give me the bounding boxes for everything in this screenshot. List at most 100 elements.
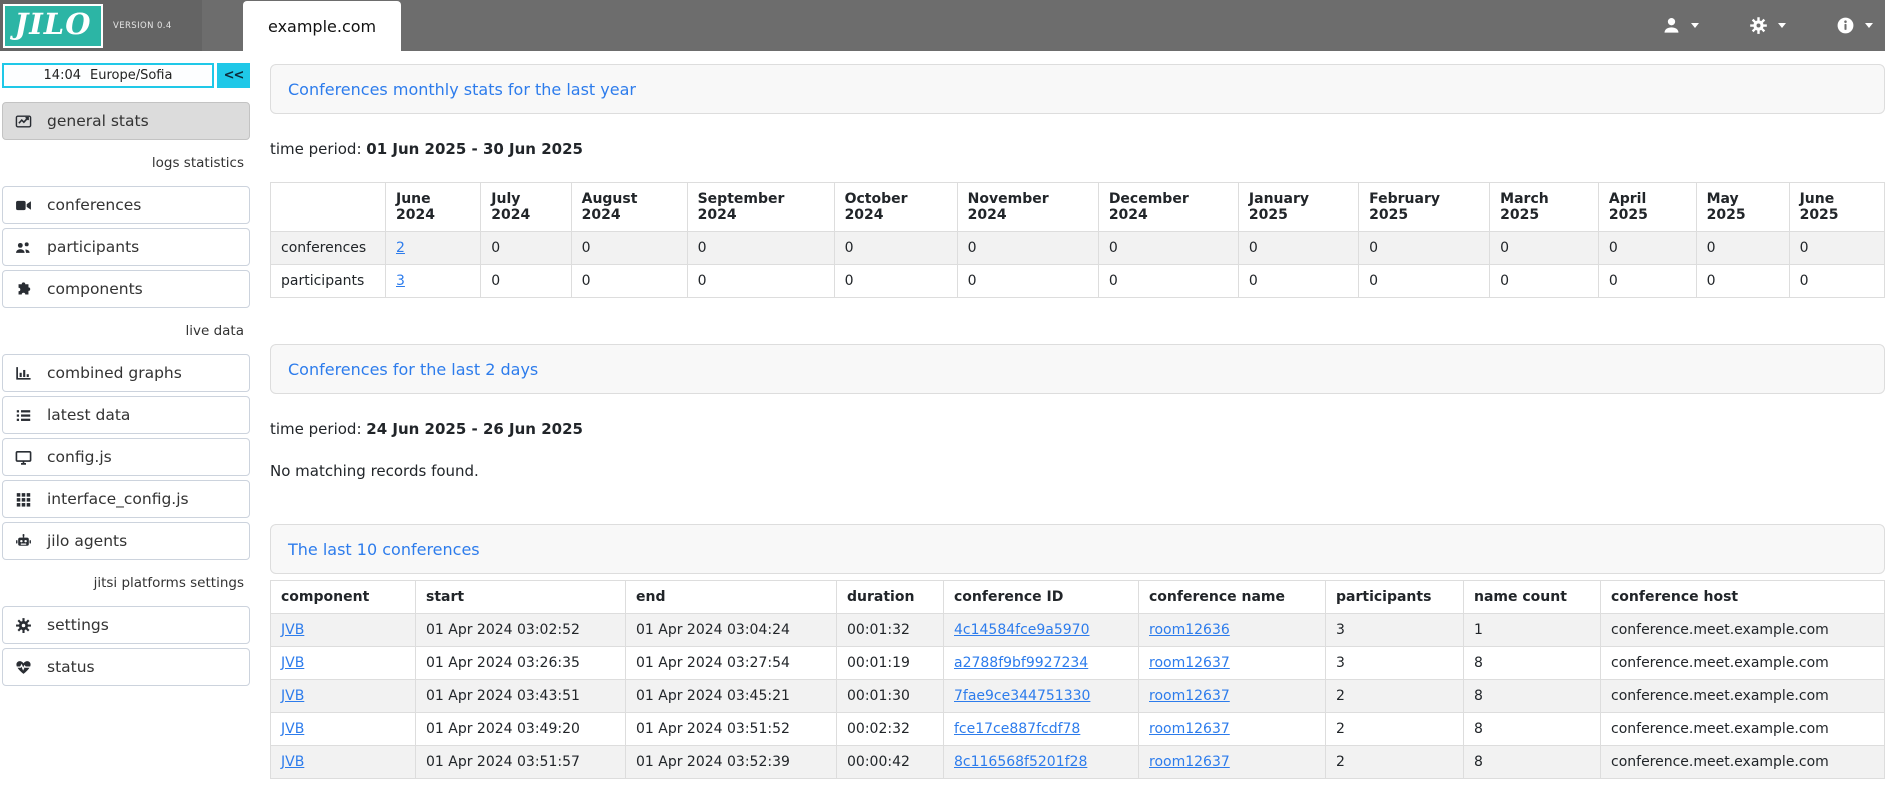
conference-name-link[interactable]: room12637 — [1149, 688, 1230, 704]
caret-down-icon — [1865, 23, 1873, 28]
month-value-cell: 0 — [957, 232, 1098, 265]
cell-name-count: 8 — [1464, 746, 1601, 779]
sidebar-item-conferences[interactable]: conferences — [2, 186, 250, 224]
cell-end: 01 Apr 2024 03:27:54 — [626, 647, 837, 680]
cell-name-count: 8 — [1464, 713, 1601, 746]
month-value-cell: 0 — [1238, 232, 1358, 265]
last-10-conferences-title-link[interactable]: The last 10 conferences — [288, 540, 480, 559]
component-link[interactable]: JVB — [281, 655, 304, 671]
last-10-conferences-section: The last 10 conferences componentstarten… — [270, 524, 1885, 779]
conference-id-link[interactable]: fce17ce887fcdf78 — [954, 721, 1080, 737]
monthly-corner-cell — [271, 183, 386, 232]
cell-duration: 00:01:32 — [837, 614, 944, 647]
sidebar-item-label: latest data — [47, 406, 130, 424]
month-column-header: August 2024 — [571, 183, 687, 232]
cell-start: 01 Apr 2024 03:51:57 — [416, 746, 626, 779]
component-link[interactable]: JVB — [281, 721, 304, 737]
last-2-days-title-link[interactable]: Conferences for the last 2 days — [288, 360, 538, 379]
cell-start: 01 Apr 2024 03:26:35 — [416, 647, 626, 680]
month-column-header: January 2025 — [1238, 183, 1358, 232]
month-column-header: September 2024 — [687, 183, 834, 232]
sidebar-item-config-js[interactable]: config.js — [2, 438, 250, 476]
row-label: participants — [271, 265, 386, 298]
conference-row: JVB01 Apr 2024 03:43:5101 Apr 2024 03:45… — [271, 680, 1885, 713]
cell-end: 01 Apr 2024 03:04:24 — [626, 614, 837, 647]
last-2-days-section: Conferences for the last 2 days time per… — [270, 344, 1885, 480]
chart-line-icon — [14, 113, 34, 130]
cell-component: JVB — [271, 713, 416, 746]
conference-name-link[interactable]: room12637 — [1149, 721, 1230, 737]
cell-start: 01 Apr 2024 03:02:52 — [416, 614, 626, 647]
component-link[interactable]: JVB — [281, 622, 304, 638]
site-tab[interactable]: example.com — [243, 1, 401, 51]
logo-text: JILO — [15, 7, 92, 41]
month-value-link[interactable]: 3 — [396, 273, 405, 289]
month-column-header: May 2025 — [1696, 183, 1789, 232]
cell-name-count: 1 — [1464, 614, 1601, 647]
month-value-cell: 0 — [1490, 265, 1599, 298]
column-header: start — [416, 581, 626, 614]
cell-component: JVB — [271, 647, 416, 680]
sidebar-item-components[interactable]: components — [2, 270, 250, 308]
sidebar-item-jilo-agents[interactable]: jilo agents — [2, 522, 250, 560]
cell-end: 01 Apr 2024 03:51:52 — [626, 713, 837, 746]
cell-component: JVB — [271, 680, 416, 713]
component-link[interactable]: JVB — [281, 688, 304, 704]
month-column-header: February 2025 — [1359, 183, 1490, 232]
month-column-header: April 2025 — [1598, 183, 1696, 232]
month-column-header: June 2024 — [386, 183, 481, 232]
column-header: participants — [1326, 581, 1464, 614]
grid-icon — [14, 491, 34, 508]
month-value-cell: 0 — [1789, 232, 1884, 265]
sidebar-item-latest-data[interactable]: latest data — [2, 396, 250, 434]
sidebar-item-combined-graphs[interactable]: combined graphs — [2, 354, 250, 392]
clock-display: 14:04 Europe/Sofia — [2, 63, 214, 88]
sidebar-item-general-stats[interactable]: general stats — [2, 102, 250, 140]
conference-row: JVB 01 Apr 2024 03:02:5201 Apr 2024 03:04… — [271, 614, 1885, 647]
cell-conference-host: conference.meet.example.com — [1601, 614, 1885, 647]
conference-id-link[interactable]: 4c14584fce9a5970 — [954, 622, 1090, 638]
cell-end: 01 Apr 2024 03:52:39 — [626, 746, 837, 779]
gear-icon — [14, 617, 34, 634]
month-value-cell: 0 — [1598, 265, 1696, 298]
video-icon — [14, 197, 34, 214]
cell-conference-host: conference.meet.example.com — [1601, 713, 1885, 746]
conference-row: JVB01 Apr 2024 03:49:2001 Apr 2024 03:51… — [271, 713, 1885, 746]
month-column-header: March 2025 — [1490, 183, 1599, 232]
conference-name-link[interactable]: room12637 — [1149, 754, 1230, 770]
conference-id-link[interactable]: 8c116568f5201f28 — [954, 754, 1087, 770]
month-value-cell: 2 — [386, 232, 481, 265]
caret-down-icon — [1778, 23, 1786, 28]
sidebar-item-participants[interactable]: participants — [2, 228, 250, 266]
conference-id-link[interactable]: a2788f9bf9927234 — [954, 655, 1088, 671]
component-link[interactable]: JVB — [281, 754, 304, 770]
gear-icon — [1749, 16, 1768, 35]
cell-conference-host: conference.meet.example.com — [1601, 680, 1885, 713]
conference-name-link[interactable]: room12636 — [1149, 622, 1230, 638]
cell-participants: 3 — [1326, 647, 1464, 680]
sidebar-item-interface-config-js[interactable]: interface_config.js — [2, 480, 250, 518]
monthly-stats-section: Conferences monthly stats for the last y… — [270, 64, 1885, 298]
month-value-link[interactable]: 2 — [396, 240, 405, 256]
monthly-stats-table: June 2024July 2024August 2024September 2… — [270, 182, 1885, 298]
month-value-cell: 0 — [687, 265, 834, 298]
cell-component: JVB — [271, 746, 416, 779]
conference-table-header-row: componentstartenddurationconference IDco… — [271, 581, 1885, 614]
last-10-conferences-table: componentstartenddurationconference IDco… — [270, 580, 1885, 779]
column-header: duration — [837, 581, 944, 614]
settings-menu-button[interactable] — [1749, 16, 1786, 35]
conference-row: JVB 01 Apr 2024 03:51:5701 Apr 2024 03:52… — [271, 746, 1885, 779]
sidebar-collapse-button[interactable]: << — [217, 63, 250, 88]
info-menu-button[interactable] — [1836, 16, 1873, 35]
conference-name-link[interactable]: room12637 — [1149, 655, 1230, 671]
puzzle-icon — [14, 281, 34, 298]
monthly-table-body: conferences2000000000000participants3000… — [271, 232, 1885, 298]
sidebar-item-status[interactable]: status — [2, 648, 250, 686]
conference-id-link[interactable]: 7fae9ce344751330 — [954, 688, 1090, 704]
cell-conference-id: fce17ce887fcdf78 — [944, 713, 1139, 746]
user-menu-button[interactable] — [1662, 16, 1699, 35]
sidebar-item-settings[interactable]: settings — [2, 606, 250, 644]
monthly-stats-title-link[interactable]: Conferences monthly stats for the last y… — [288, 80, 636, 99]
column-header: conference ID — [944, 581, 1139, 614]
cell-conference-host: conference.meet.example.com — [1601, 647, 1885, 680]
